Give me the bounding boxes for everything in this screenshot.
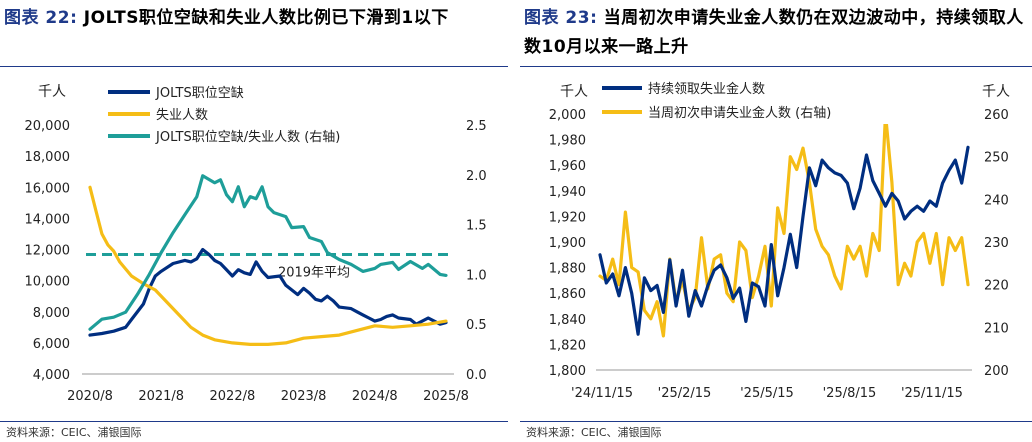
left-y-tick: 8,000 <box>33 306 70 321</box>
left-y-tick: 12,000 <box>25 244 71 259</box>
left-source: 资料来源：CEIC、浦银国际 <box>6 426 142 439</box>
left-y-tick: 4,000 <box>33 368 70 383</box>
left-y2-tick: 1.5 <box>466 219 487 234</box>
left-x-tick: 2025/8 <box>423 389 469 404</box>
right-chart-line-series-0 <box>598 145 970 336</box>
left-x-tick: 2020/8 <box>67 389 113 404</box>
right-chart-x-tick: '25/8/15 <box>823 386 877 401</box>
left-y-unit-label: 千人 <box>38 84 66 100</box>
left-line-series-2 <box>88 174 448 331</box>
right-chart-x-tick: '25/2/15 <box>658 386 712 401</box>
left-y2-tick: 2.0 <box>466 169 487 184</box>
right-chart-y2-tick: 230 <box>984 236 1009 251</box>
right-chart-line-series-1 <box>598 112 970 338</box>
left-y2-tick: 1.0 <box>466 268 487 283</box>
left-y2-tick: 0.0 <box>466 368 487 383</box>
right-title-rule <box>520 66 1032 67</box>
right-chart-y2-tick: 220 <box>984 279 1009 294</box>
right-chart-y2-tick: 200 <box>984 364 1009 379</box>
left-y2-tick: 2.5 <box>466 119 487 134</box>
right-source-rule <box>520 421 1032 422</box>
right-chart-y-tick: 1,900 <box>549 236 586 251</box>
right-chart-legend-label-series-1: 当周初次申请失业金人数 (右轴) <box>648 105 831 121</box>
right-chart-x-tick: '24/11/15 <box>571 386 633 401</box>
right-chart-y2-tick: 240 <box>984 193 1009 208</box>
left-line-series-0 <box>88 247 448 337</box>
right-chart-x-tick: '25/5/15 <box>740 386 794 401</box>
left-legend-label-series-0: JOLTS职位空缺 <box>155 86 244 101</box>
left-y-tick: 6,000 <box>33 337 70 352</box>
left-source-rule <box>0 421 508 422</box>
right-chart-y2-tick: 210 <box>984 321 1009 336</box>
left-legend-label-series-1: 失业人数 <box>156 108 208 123</box>
right-chart-x-tick: '25/11/15 <box>901 386 963 401</box>
right-chart-y-tick: 1,840 <box>549 313 586 328</box>
left-line-series-1 <box>88 185 448 346</box>
left-y-tick: 10,000 <box>25 275 71 290</box>
left-chart: 千人 20,000 18,000 16,000 14,000 12,000 10,000 8,… <box>25 84 487 404</box>
right-chart-left-unit-label: 千人 <box>560 84 588 100</box>
right-figure-panel: 图表 23: 当周初次申请失业金人数仍在双边波动中，持续领取人数10月以来一路上… <box>520 0 1032 442</box>
left-y-tick: 16,000 <box>25 181 71 196</box>
left-y-tick: 20,000 <box>25 119 71 134</box>
left-figure-panel: 图表 22: JOLTS职位空缺和失业人数比例已下滑到1以下 千人 20,000 1… <box>0 0 508 442</box>
right-chart-y-tick: 1,920 <box>549 210 586 225</box>
left-y2-tick: 0.5 <box>466 318 487 333</box>
right-chart-y-tick: 1,800 <box>549 364 586 379</box>
right-source: 资料来源：CEIC、浦银国际 <box>526 426 662 439</box>
left-x-tick: 2023/8 <box>281 389 327 404</box>
left-title-rule <box>0 66 508 67</box>
right-chart-y-tick: 1,960 <box>549 159 586 174</box>
left-y-tick: 18,000 <box>25 150 71 165</box>
right-figure-title-text: 当周初次申请失业金人数仍在双边波动中，持续领取人数10月以来一路上升 <box>524 8 1024 57</box>
left-figure-title: 图表 22: JOLTS职位空缺和失业人数比例已下滑到1以下 <box>4 4 504 33</box>
left-figure-tag: 图表 22: <box>4 8 78 28</box>
right-figure-title: 图表 23: 当周初次申请失业金人数仍在双边波动中，持续领取人数10月以来一路上… <box>524 4 1028 62</box>
right-chart-y-tick: 1,820 <box>549 338 586 353</box>
right-chart-y2-tick: 250 <box>984 151 1009 166</box>
right-chart: 千人 千人 2,000 1,980 1,960 1,940 1,920 1,900 1,880 1… <box>549 76 1010 401</box>
left-x-tick: 2024/8 <box>352 389 398 404</box>
right-chart-y2-tick: 260 <box>984 108 1009 123</box>
right-chart-right-unit-label: 千人 <box>982 84 1010 100</box>
left-y-tick: 14,000 <box>25 212 71 227</box>
left-x-tick: 2022/8 <box>210 389 256 404</box>
right-chart-legend-box <box>598 76 898 124</box>
right-chart-y-tick: 1,880 <box>549 262 586 277</box>
right-chart-y-tick: 1,860 <box>549 287 586 302</box>
right-chart-y-tick: 1,940 <box>549 185 586 200</box>
right-figure-tag: 图表 23: <box>524 8 598 28</box>
right-chart-y-tick: 1,980 <box>549 134 586 149</box>
left-x-tick: 2021/8 <box>138 389 184 404</box>
left-figure-title-text: JOLTS职位空缺和失业人数比例已下滑到1以下 <box>83 8 449 28</box>
left-legend-label-series-2: JOLTS职位空缺/失业人数 (右轴) <box>155 130 340 145</box>
left-annotation: 2019年平均 <box>278 265 350 280</box>
right-chart-y-tick: 2,000 <box>549 108 586 123</box>
right-chart-legend-label-series-0: 持续领取失业金人数 <box>648 81 765 97</box>
